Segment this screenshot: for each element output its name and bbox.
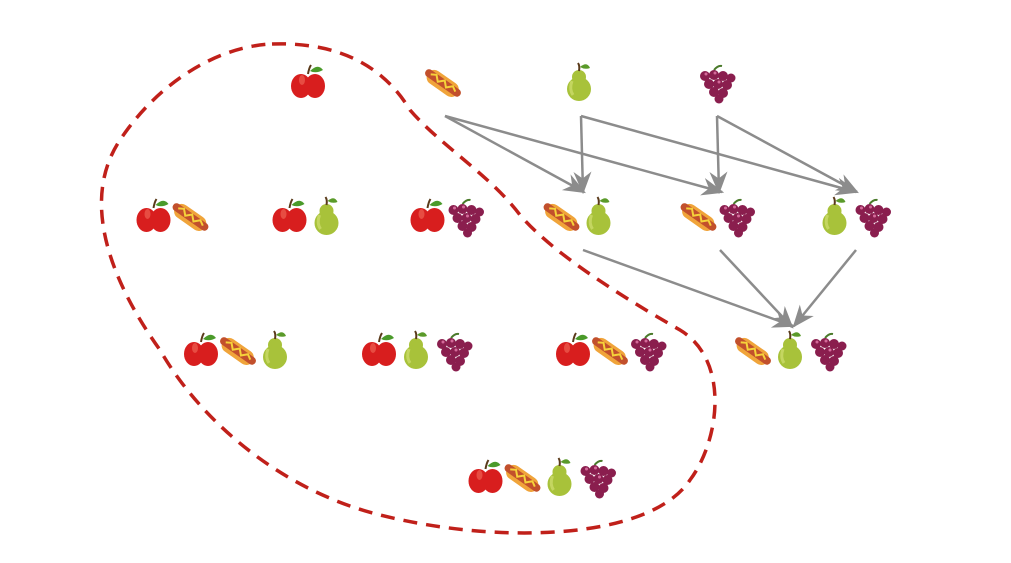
hotdog-icon (420, 64, 466, 103)
pear-icon (261, 329, 289, 371)
subset-node (409, 198, 485, 239)
pear-icon (402, 329, 430, 371)
grapes-icon (718, 198, 756, 239)
subset-node (821, 195, 892, 239)
pear-icon (821, 195, 848, 237)
arrow (582, 248, 796, 328)
grapes-icon (810, 332, 848, 373)
hotdog-icon (538, 198, 584, 237)
apple-icon (361, 332, 397, 367)
pear-icon (585, 195, 612, 237)
dashed-boundary (99, 42, 717, 535)
arrows (444, 114, 859, 329)
subset-node (420, 64, 466, 103)
grapes-icon (436, 332, 474, 373)
apple-icon (409, 198, 446, 233)
hotdog-icon (730, 332, 776, 371)
hotdog-icon (675, 198, 721, 237)
grapes-icon (579, 459, 617, 500)
apple-icon (290, 64, 326, 99)
apple-icon (555, 332, 591, 367)
subset-nodes (135, 61, 892, 500)
pear-icon (776, 329, 804, 371)
grapes-icon (854, 198, 892, 239)
subset-node (361, 329, 474, 373)
apple-icon (135, 198, 172, 233)
hotdog-icon (499, 459, 545, 498)
subset-node (271, 195, 340, 237)
hotdog-icon (167, 198, 213, 237)
grapes-icon (447, 198, 485, 239)
arrow (716, 114, 859, 194)
subset-node (290, 64, 326, 99)
apple-icon (183, 332, 219, 367)
subset-node (183, 329, 289, 371)
pear-icon (546, 456, 573, 498)
arrow (573, 115, 592, 195)
apple-icon (467, 459, 504, 494)
arrow (444, 114, 725, 196)
arrow (709, 115, 728, 195)
subset-node (730, 329, 848, 373)
subset-node (467, 456, 617, 500)
subset-node (565, 61, 593, 103)
grapes-icon (699, 64, 737, 105)
subset-node (675, 198, 756, 239)
subset-node (555, 332, 668, 373)
apple-icon (271, 198, 308, 233)
subset-node (135, 198, 213, 237)
pear-icon (313, 195, 340, 237)
pear-icon (565, 61, 593, 103)
grapes-icon (630, 332, 668, 373)
hotdog-icon (587, 332, 633, 371)
subset-node (538, 195, 612, 237)
arrow (719, 249, 794, 329)
subset-node (699, 64, 737, 105)
arrow (792, 249, 857, 328)
arrow (444, 114, 586, 194)
hotdog-icon (215, 332, 261, 371)
